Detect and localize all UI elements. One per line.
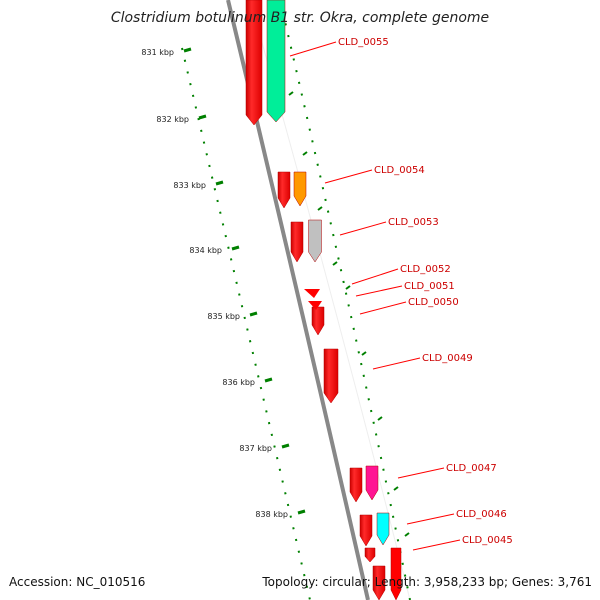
gene-label-leader xyxy=(351,268,399,285)
gene-label-leader xyxy=(397,467,445,479)
outer-tick-mark xyxy=(393,486,399,491)
kbp-tick-label: 834 kbp xyxy=(189,246,222,255)
gene-label-leader xyxy=(355,285,403,297)
accession-text: Accession: NC_010516 xyxy=(9,575,146,589)
cds-arrow-inner xyxy=(277,171,291,209)
outer-tick-mark xyxy=(345,285,351,290)
gene-label-cld_0054: CLD_0054 xyxy=(374,165,425,176)
map-title: Clostridium botulinum B1 str. Okra, comp… xyxy=(110,10,490,26)
cds-arrow-inner xyxy=(364,547,376,563)
gene-label-leader xyxy=(412,539,461,551)
cds-arrow-inner xyxy=(372,565,386,600)
gene-label-cld_0052: CLD_0052 xyxy=(400,264,451,275)
kbp-tick-mark xyxy=(198,114,207,120)
outer-tick-mark xyxy=(361,351,367,356)
kbp-tick-label: 831 kbp xyxy=(141,48,174,57)
cds-arrow-inner xyxy=(311,306,325,336)
outer-tick-mark xyxy=(302,151,308,156)
kbp-tick-label: 836 kbp xyxy=(222,378,255,387)
cds-arrow-cld_0046 xyxy=(376,512,390,546)
kbp-tick-mark xyxy=(215,180,224,186)
kbp-tick-mark xyxy=(231,245,240,251)
kbp-tick-label: 833 kbp xyxy=(173,181,206,190)
outer-dotted-ring xyxy=(279,0,411,600)
kbp-tick-mark xyxy=(264,377,273,383)
tick-layer: 831 kbp 832 kbp 833 kbp 834 kbp 835 kbp 836 k… xyxy=(141,47,410,537)
gene-label-leader xyxy=(324,169,373,184)
gene-label-cld_0045: CLD_0045 xyxy=(462,535,513,546)
label-layer: CLD_0055 CLD_0054 CLD_0053 CLD_0052 CLD_0051… xyxy=(289,37,513,551)
kbp-tick-mark xyxy=(297,509,306,515)
kbp-tick-label: 832 kbp xyxy=(156,115,189,124)
gene-label-leader xyxy=(406,513,455,525)
feature-layer xyxy=(245,0,402,600)
cds-arrow-cld_0047 xyxy=(365,465,379,501)
outer-tick-mark xyxy=(332,261,338,266)
cds-arrow-inner xyxy=(245,0,263,126)
kbp-tick-label: 838 kbp xyxy=(255,510,288,519)
cds-arrow-small xyxy=(308,301,322,310)
gene-label-leader xyxy=(289,41,337,57)
cds-arrow-cld_0055 xyxy=(266,0,286,123)
gene-label-leader xyxy=(372,357,421,370)
kbp-tick-mark xyxy=(183,47,192,53)
curve-layer xyxy=(181,0,411,600)
kbp-tick-mark xyxy=(281,443,290,449)
cds-arrow-inner xyxy=(323,348,339,404)
outer-tick-mark xyxy=(317,206,323,211)
gene-label-leader xyxy=(339,221,387,236)
gene-label-cld_0047: CLD_0047 xyxy=(446,463,497,474)
gene-label-leader xyxy=(359,301,407,315)
cds-arrow-inner xyxy=(290,221,304,263)
outer-tick-mark xyxy=(404,532,410,537)
gene-label-cld_0055: CLD_0055 xyxy=(338,37,389,48)
genome-summary-text: Topology: circular; Length: 3,958,233 bp… xyxy=(262,575,592,589)
gene-label-cld_0051: CLD_0051 xyxy=(404,281,455,292)
gene-label-cld_0046: CLD_0046 xyxy=(456,509,507,520)
outer-tick-mark xyxy=(377,416,383,421)
kbp-tick-label: 835 kbp xyxy=(207,312,240,321)
gene-label-cld_0049: CLD_0049 xyxy=(422,353,473,364)
outer-tick-mark xyxy=(288,91,294,96)
gene-label-cld_0053: CLD_0053 xyxy=(388,217,439,228)
cds-arrow-small xyxy=(304,289,320,298)
cds-arrow-inner xyxy=(349,467,363,503)
cds-arrow-cld_0045 xyxy=(390,547,402,600)
cds-arrow-cld_0054 xyxy=(293,171,307,207)
cds-arrow-inner xyxy=(359,514,373,547)
kbp-tick-label: 837 kbp xyxy=(239,444,272,453)
inner-dotted-ring xyxy=(181,47,311,600)
cds-arrow-cld_0053 xyxy=(308,219,322,263)
kbp-tick-mark xyxy=(249,311,258,317)
gene-label-cld_0050: CLD_0050 xyxy=(408,297,459,308)
